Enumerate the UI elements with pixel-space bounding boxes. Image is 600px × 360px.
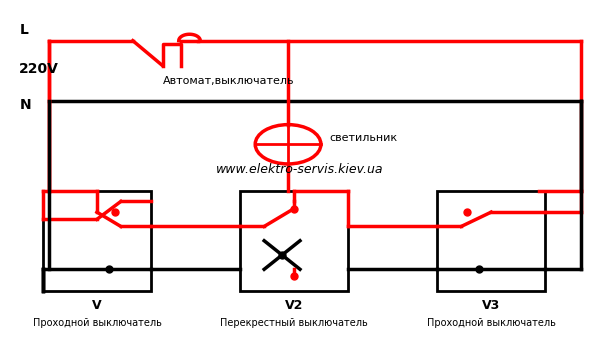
Text: www.elektro-servis.kiev.ua: www.elektro-servis.kiev.ua bbox=[216, 163, 384, 176]
Text: Проходной выключатель: Проходной выключатель bbox=[427, 319, 556, 328]
Text: V3: V3 bbox=[482, 298, 500, 312]
FancyBboxPatch shape bbox=[240, 191, 348, 291]
Text: V2: V2 bbox=[285, 298, 303, 312]
Text: L: L bbox=[19, 23, 28, 36]
Text: Перекрестный выключатель: Перекрестный выключатель bbox=[220, 319, 368, 328]
Text: Автомат,выключатель: Автомат,выключатель bbox=[163, 76, 294, 86]
Text: V: V bbox=[92, 298, 102, 312]
Text: 220V: 220V bbox=[19, 62, 59, 76]
Text: N: N bbox=[19, 98, 31, 112]
Text: Проходной выключатель: Проходной выключатель bbox=[32, 319, 161, 328]
FancyBboxPatch shape bbox=[43, 191, 151, 291]
Text: светильник: светильник bbox=[330, 133, 398, 143]
FancyBboxPatch shape bbox=[437, 191, 545, 291]
